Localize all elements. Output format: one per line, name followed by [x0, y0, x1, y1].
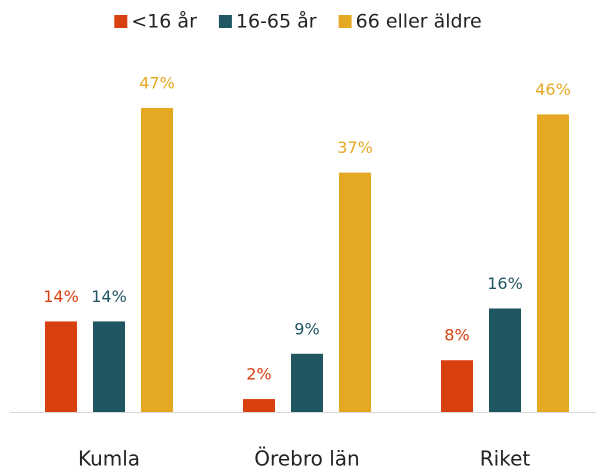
- legend-label: 66 eller äldre: [356, 11, 482, 33]
- data-label: 8%: [444, 326, 469, 345]
- bar: [243, 399, 275, 412]
- data-label: 47%: [139, 73, 175, 92]
- x-tick-label: Riket: [480, 447, 531, 470]
- data-label: 9%: [294, 319, 319, 338]
- bar: [291, 353, 323, 412]
- bar: [93, 321, 125, 412]
- bar: [537, 114, 569, 412]
- legend-label: 16-65 år: [236, 10, 317, 33]
- data-label: 37%: [337, 138, 373, 157]
- data-label: 2%: [246, 365, 271, 384]
- bar: [141, 107, 173, 412]
- bar: [45, 321, 77, 412]
- data-label: 16%: [487, 274, 523, 293]
- x-tick-label: Kumla: [78, 447, 140, 470]
- bar: [489, 308, 521, 412]
- data-label: 14%: [43, 287, 79, 306]
- x-tick-label: Örebro län: [254, 447, 359, 470]
- data-label: 14%: [91, 287, 127, 306]
- legend-swatch: [114, 15, 128, 28]
- legend-swatch: [338, 15, 352, 28]
- legend-swatch: [218, 15, 232, 28]
- legend-label: <16 år: [131, 10, 197, 33]
- bar: [441, 360, 473, 412]
- bar: [339, 172, 371, 412]
- data-label: 46%: [535, 80, 571, 99]
